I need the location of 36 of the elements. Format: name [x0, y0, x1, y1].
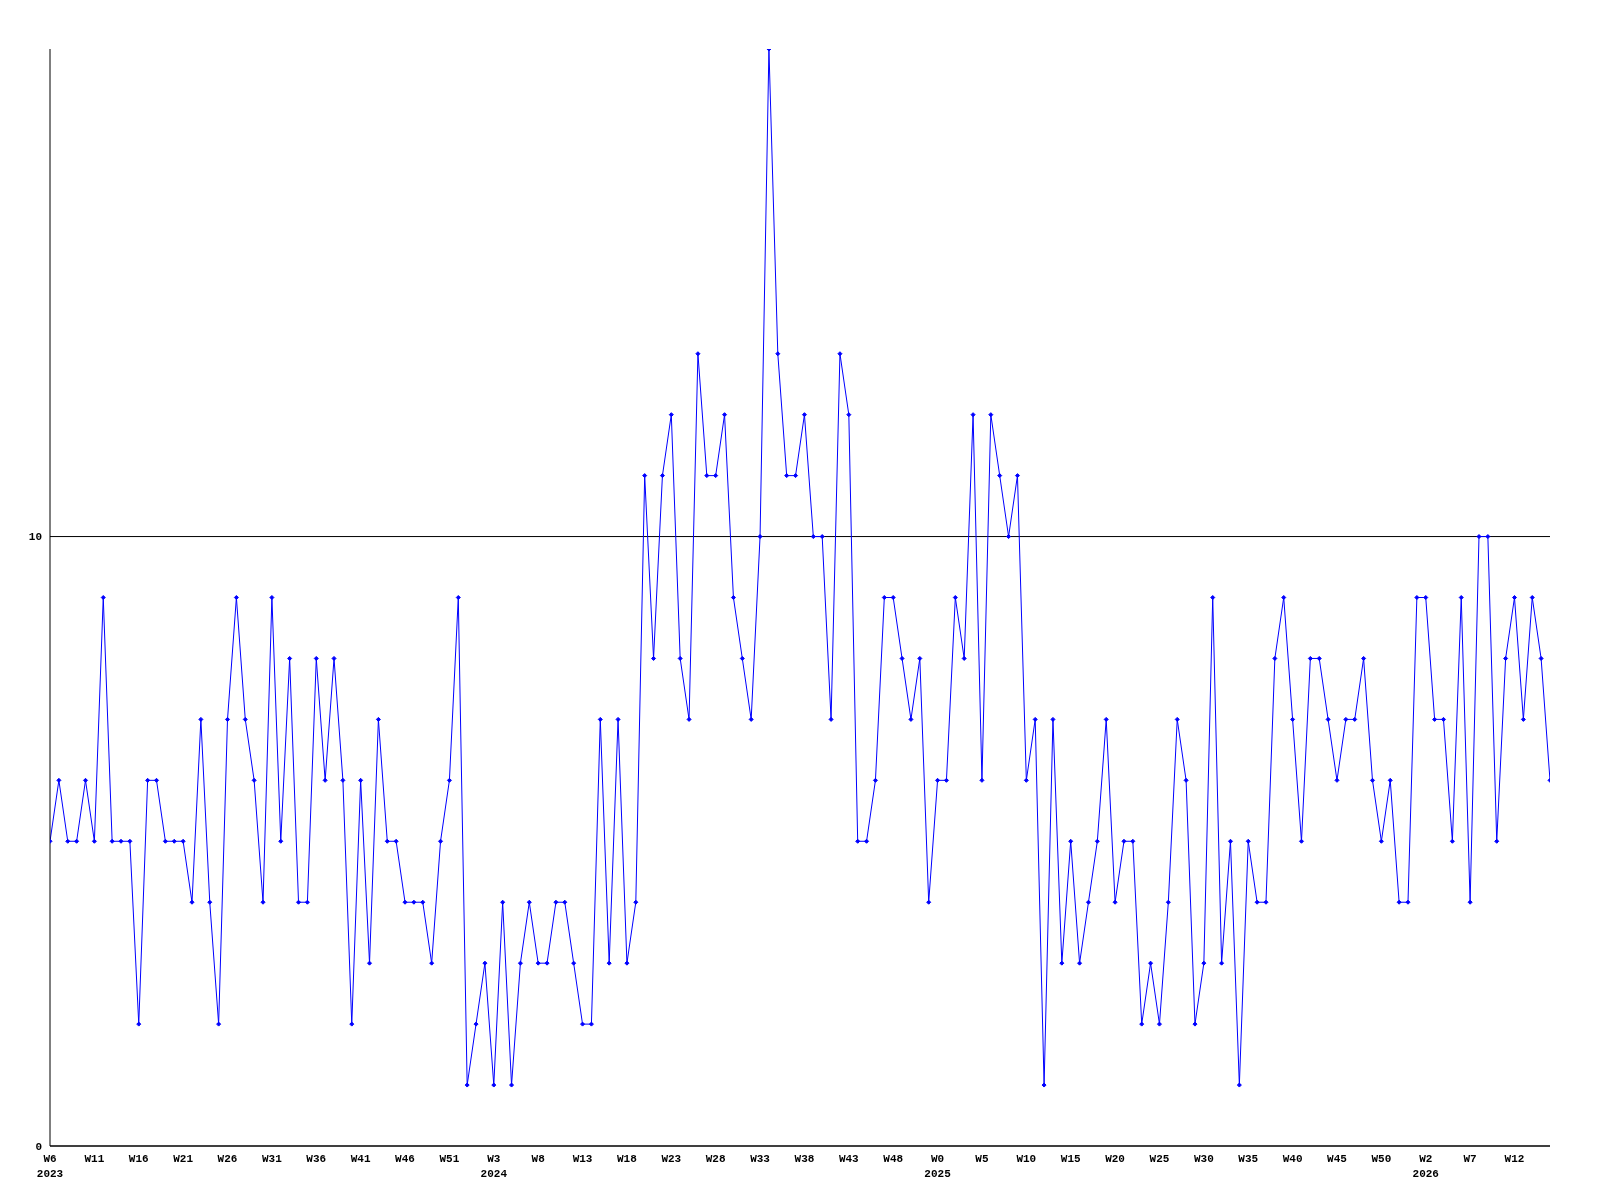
- x-tick-label: W25: [1149, 1153, 1170, 1165]
- x-tick-label: W2 2026: [1412, 1153, 1439, 1180]
- x-tick-label: W8: [531, 1153, 546, 1165]
- x-tick-label: W3 2024: [480, 1153, 508, 1180]
- x-tick-label: W41: [350, 1153, 371, 1165]
- x-tick-label: W0 2025: [924, 1153, 952, 1180]
- x-tick-label: W36: [306, 1153, 327, 1165]
- x-tick-label: W40: [1282, 1153, 1303, 1165]
- x-tick-label: W31: [261, 1153, 283, 1165]
- x-tick-label: W10: [1016, 1153, 1037, 1165]
- x-tick-label: W28: [705, 1153, 726, 1165]
- x-tick-label: W45: [1327, 1153, 1348, 1165]
- x-tick-label: W7: [1463, 1153, 1477, 1165]
- x-tick-label: W16: [128, 1153, 149, 1165]
- x-tick-label: W12: [1504, 1153, 1525, 1165]
- x-tick-label: W5: [975, 1153, 989, 1165]
- x-tick-label: W26: [217, 1153, 238, 1165]
- x-tick-label: W46: [395, 1153, 415, 1165]
- x-tick-label: W33: [750, 1153, 771, 1165]
- y-tick-label: 10: [28, 531, 42, 544]
- x-tick-label: W43: [838, 1153, 860, 1165]
- x-tick-label: W48: [883, 1153, 904, 1165]
- x-tick-label: W20: [1105, 1153, 1125, 1165]
- x-tick-label: W51: [439, 1153, 460, 1165]
- x-tick-label: W15: [1060, 1153, 1082, 1165]
- x-tick-label: W30: [1193, 1153, 1214, 1165]
- x-tick-label: W23: [661, 1153, 682, 1165]
- x-tick-label: W21: [173, 1153, 194, 1165]
- y-tick-label: 0: [35, 1140, 42, 1153]
- x-tick-label: W11: [84, 1153, 105, 1165]
- x-tick-label: W35: [1238, 1153, 1259, 1165]
- x-tick-label: W13: [572, 1153, 593, 1165]
- x-tick-label: W50: [1371, 1153, 1392, 1165]
- x-tick-label: W6 2023: [36, 1153, 64, 1180]
- x-tick-label: W18: [617, 1153, 638, 1165]
- x-tick-label: W38: [794, 1153, 815, 1165]
